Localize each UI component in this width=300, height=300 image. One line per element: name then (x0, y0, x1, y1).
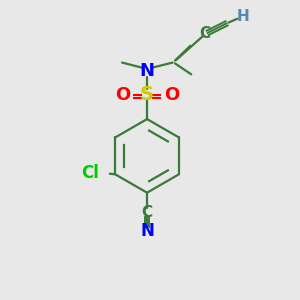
Text: O: O (164, 86, 179, 104)
Text: N: N (140, 62, 154, 80)
Text: S: S (140, 85, 154, 104)
Text: O: O (115, 86, 130, 104)
Text: C: C (200, 26, 211, 41)
Text: Cl: Cl (82, 164, 99, 182)
Text: H: H (236, 8, 249, 23)
Text: C: C (142, 205, 153, 220)
Text: N: N (140, 222, 154, 240)
